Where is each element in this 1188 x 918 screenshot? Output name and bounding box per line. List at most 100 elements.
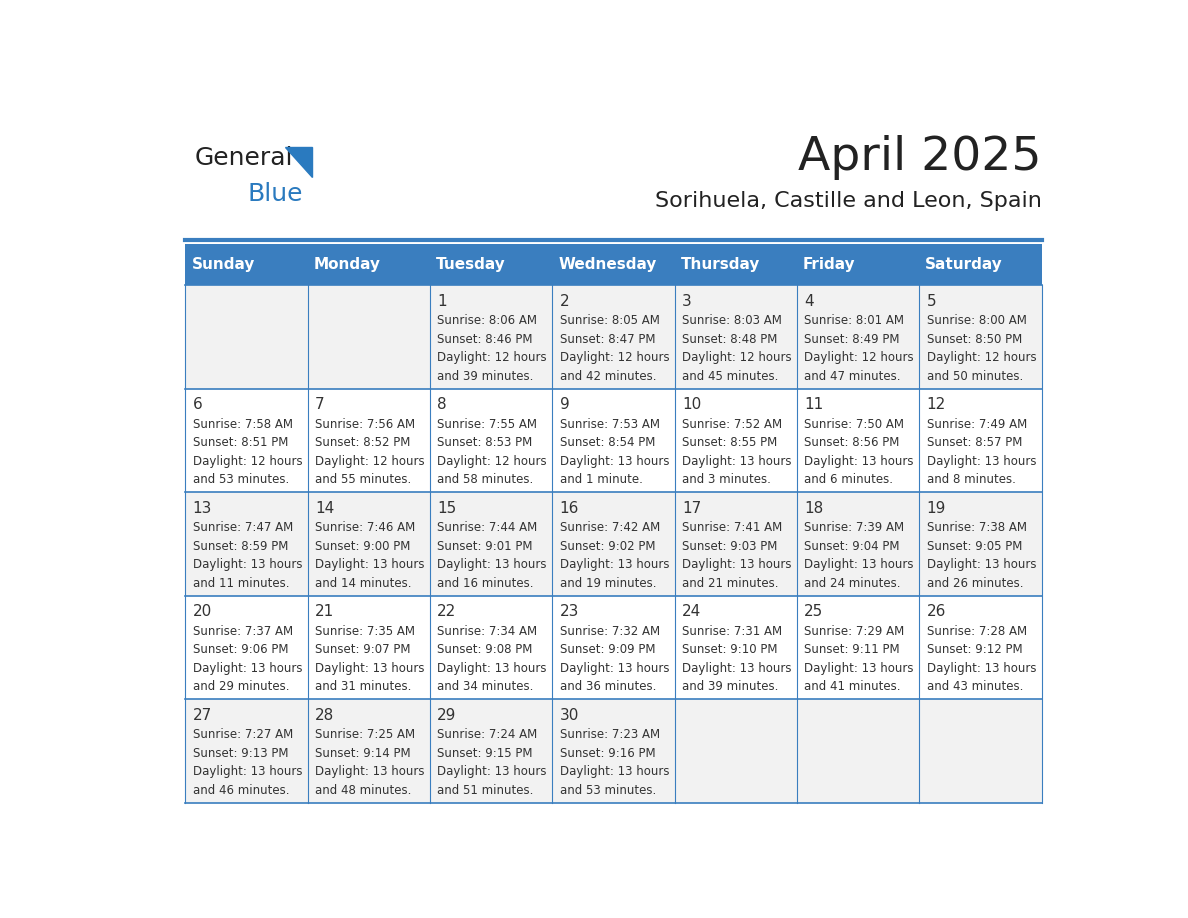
Text: 20: 20 — [192, 604, 211, 620]
Text: 4: 4 — [804, 294, 814, 308]
Text: and 53 minutes.: and 53 minutes. — [192, 473, 289, 487]
Text: Daylight: 13 hours: Daylight: 13 hours — [560, 662, 669, 675]
Text: Sunset: 8:52 PM: Sunset: 8:52 PM — [315, 436, 410, 449]
Text: Sunrise: 7:58 AM: Sunrise: 7:58 AM — [192, 418, 292, 431]
Text: Sunrise: 8:00 AM: Sunrise: 8:00 AM — [927, 315, 1026, 328]
Text: 12: 12 — [927, 397, 946, 412]
Text: Sunset: 9:12 PM: Sunset: 9:12 PM — [927, 644, 1022, 656]
Text: Sunrise: 7:42 AM: Sunrise: 7:42 AM — [560, 521, 659, 534]
Text: Sunrise: 7:29 AM: Sunrise: 7:29 AM — [804, 625, 904, 638]
Text: Sunrise: 7:38 AM: Sunrise: 7:38 AM — [927, 521, 1026, 534]
Polygon shape — [285, 147, 312, 176]
Text: Sunset: 8:50 PM: Sunset: 8:50 PM — [927, 333, 1022, 346]
Text: 27: 27 — [192, 708, 211, 722]
Text: Wednesday: Wednesday — [558, 257, 657, 273]
Text: and 6 minutes.: and 6 minutes. — [804, 473, 893, 487]
Text: and 24 minutes.: and 24 minutes. — [804, 577, 901, 589]
Text: Saturday: Saturday — [925, 257, 1003, 273]
Text: Daylight: 13 hours: Daylight: 13 hours — [927, 558, 1036, 571]
Text: Daylight: 13 hours: Daylight: 13 hours — [192, 558, 302, 571]
Text: Sunset: 9:01 PM: Sunset: 9:01 PM — [437, 540, 532, 553]
Text: Sunrise: 8:05 AM: Sunrise: 8:05 AM — [560, 315, 659, 328]
Text: Sunrise: 7:24 AM: Sunrise: 7:24 AM — [437, 728, 537, 742]
Text: and 48 minutes.: and 48 minutes. — [315, 784, 411, 797]
Text: 9: 9 — [560, 397, 569, 412]
Text: Daylight: 13 hours: Daylight: 13 hours — [804, 558, 914, 571]
Text: and 29 minutes.: and 29 minutes. — [192, 680, 289, 693]
Text: Sunrise: 7:53 AM: Sunrise: 7:53 AM — [560, 418, 659, 431]
Text: 17: 17 — [682, 500, 701, 516]
Text: 21: 21 — [315, 604, 334, 620]
Text: Sunset: 9:06 PM: Sunset: 9:06 PM — [192, 644, 289, 656]
Text: Daylight: 12 hours: Daylight: 12 hours — [682, 352, 791, 364]
Text: 29: 29 — [437, 708, 456, 722]
Text: Sunset: 9:15 PM: Sunset: 9:15 PM — [437, 747, 532, 760]
Text: Daylight: 13 hours: Daylight: 13 hours — [192, 662, 302, 675]
Bar — [185, 244, 1042, 285]
Text: and 19 minutes.: and 19 minutes. — [560, 577, 656, 589]
Text: Sorihuela, Castille and Leon, Spain: Sorihuela, Castille and Leon, Spain — [655, 192, 1042, 211]
Text: 6: 6 — [192, 397, 202, 412]
Text: Sunrise: 7:34 AM: Sunrise: 7:34 AM — [437, 625, 537, 638]
Text: Sunset: 9:02 PM: Sunset: 9:02 PM — [560, 540, 655, 553]
Text: Sunrise: 7:44 AM: Sunrise: 7:44 AM — [437, 521, 537, 534]
Text: and 26 minutes.: and 26 minutes. — [927, 577, 1023, 589]
Text: Daylight: 13 hours: Daylight: 13 hours — [804, 662, 914, 675]
Text: and 11 minutes.: and 11 minutes. — [192, 577, 289, 589]
Bar — [185, 700, 1042, 803]
Text: 26: 26 — [927, 604, 946, 620]
Text: Sunset: 9:10 PM: Sunset: 9:10 PM — [682, 644, 777, 656]
Text: 11: 11 — [804, 397, 823, 412]
Text: Sunrise: 7:25 AM: Sunrise: 7:25 AM — [315, 728, 415, 742]
Text: and 41 minutes.: and 41 minutes. — [804, 680, 901, 693]
Text: and 8 minutes.: and 8 minutes. — [927, 473, 1016, 487]
Text: Sunset: 9:08 PM: Sunset: 9:08 PM — [437, 644, 532, 656]
Text: Sunset: 8:48 PM: Sunset: 8:48 PM — [682, 333, 777, 346]
Text: Sunset: 8:57 PM: Sunset: 8:57 PM — [927, 436, 1022, 449]
Text: Daylight: 13 hours: Daylight: 13 hours — [804, 454, 914, 468]
Text: Daylight: 12 hours: Daylight: 12 hours — [192, 454, 302, 468]
Text: General: General — [195, 145, 293, 170]
Text: 24: 24 — [682, 604, 701, 620]
Text: 28: 28 — [315, 708, 334, 722]
Text: Sunrise: 7:49 AM: Sunrise: 7:49 AM — [927, 418, 1026, 431]
Text: Sunrise: 7:28 AM: Sunrise: 7:28 AM — [927, 625, 1026, 638]
Text: Daylight: 13 hours: Daylight: 13 hours — [927, 662, 1036, 675]
Text: 30: 30 — [560, 708, 579, 722]
Text: Sunset: 8:59 PM: Sunset: 8:59 PM — [192, 540, 287, 553]
Text: Thursday: Thursday — [681, 257, 760, 273]
Text: Daylight: 13 hours: Daylight: 13 hours — [560, 766, 669, 778]
Text: and 42 minutes.: and 42 minutes. — [560, 370, 656, 383]
Text: Sunrise: 8:06 AM: Sunrise: 8:06 AM — [437, 315, 537, 328]
Text: Sunrise: 7:35 AM: Sunrise: 7:35 AM — [315, 625, 415, 638]
Text: 8: 8 — [437, 397, 447, 412]
Text: and 31 minutes.: and 31 minutes. — [315, 680, 411, 693]
Text: and 53 minutes.: and 53 minutes. — [560, 784, 656, 797]
Text: Sunset: 9:14 PM: Sunset: 9:14 PM — [315, 747, 411, 760]
Text: Blue: Blue — [248, 183, 303, 207]
Text: Daylight: 12 hours: Daylight: 12 hours — [315, 454, 424, 468]
Text: Monday: Monday — [314, 257, 381, 273]
Bar — [185, 389, 1042, 492]
Text: 18: 18 — [804, 500, 823, 516]
Text: Sunrise: 7:56 AM: Sunrise: 7:56 AM — [315, 418, 415, 431]
Text: Sunrise: 8:03 AM: Sunrise: 8:03 AM — [682, 315, 782, 328]
Text: 1: 1 — [437, 294, 447, 308]
Text: 19: 19 — [927, 500, 946, 516]
Text: Daylight: 13 hours: Daylight: 13 hours — [315, 662, 424, 675]
Bar — [185, 596, 1042, 700]
Text: 10: 10 — [682, 397, 701, 412]
Text: Daylight: 13 hours: Daylight: 13 hours — [192, 766, 302, 778]
Text: Sunrise: 7:31 AM: Sunrise: 7:31 AM — [682, 625, 782, 638]
Text: Daylight: 12 hours: Daylight: 12 hours — [437, 454, 546, 468]
Text: Daylight: 13 hours: Daylight: 13 hours — [437, 662, 546, 675]
Text: Daylight: 13 hours: Daylight: 13 hours — [927, 454, 1036, 468]
Text: Tuesday: Tuesday — [436, 257, 506, 273]
Bar — [185, 285, 1042, 389]
Text: Sunrise: 7:37 AM: Sunrise: 7:37 AM — [192, 625, 292, 638]
Text: 14: 14 — [315, 500, 334, 516]
Text: and 34 minutes.: and 34 minutes. — [437, 680, 533, 693]
Text: Sunset: 9:16 PM: Sunset: 9:16 PM — [560, 747, 656, 760]
Text: Sunset: 9:09 PM: Sunset: 9:09 PM — [560, 644, 655, 656]
Text: Daylight: 13 hours: Daylight: 13 hours — [437, 558, 546, 571]
